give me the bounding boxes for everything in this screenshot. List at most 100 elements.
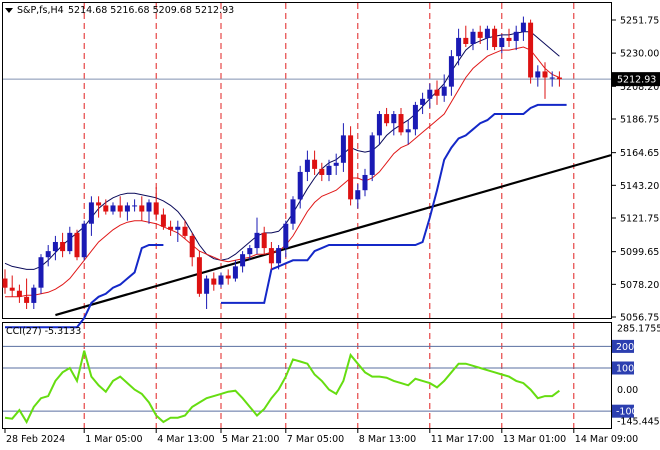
candle-body <box>88 202 94 224</box>
candle <box>412 101 418 136</box>
time-tick-label: 4 Mar 13:00 <box>157 434 214 445</box>
candle <box>146 199 152 224</box>
candle-body <box>9 287 15 291</box>
candle-body <box>506 37 512 41</box>
time-tick-label: 8 Mar 13:00 <box>359 434 416 445</box>
cci-level-badge <box>612 404 634 418</box>
candle-body <box>355 190 361 200</box>
candle <box>45 245 51 267</box>
candle <box>124 202 130 221</box>
support-line <box>5 244 164 329</box>
candle <box>513 25 519 51</box>
candle-body <box>67 232 73 252</box>
time-tick-label: 1 Mar 05:00 <box>85 434 142 445</box>
candle <box>556 71 562 87</box>
candle <box>492 25 498 51</box>
candle-body <box>463 37 469 44</box>
candle-body <box>103 205 109 212</box>
candle <box>391 111 397 136</box>
candle-body <box>132 205 138 207</box>
candle <box>132 199 138 212</box>
candle-body <box>427 89 433 99</box>
cci-tick-label: -145.4456 <box>617 417 660 428</box>
candle-body <box>297 171 303 200</box>
candle-body <box>45 251 51 258</box>
candle-body <box>247 248 253 255</box>
candle <box>96 196 102 218</box>
candle-body <box>312 159 318 169</box>
cci-tick-label: 285.1755 <box>617 324 660 335</box>
candle <box>369 132 375 182</box>
candle <box>117 196 123 218</box>
axis-layer: 5251.75 5230.00 5208.20 5186.75 5164.65 5143.… <box>4 16 660 445</box>
candle-body <box>535 71 541 78</box>
cci-panel-frame <box>2 322 612 429</box>
candle-body <box>441 86 447 96</box>
candle-body <box>211 278 217 285</box>
candle-body <box>225 275 231 279</box>
candle <box>441 74 447 102</box>
candle <box>261 226 267 255</box>
trendline <box>55 154 612 317</box>
lower_band-line <box>5 46 560 298</box>
candle-body <box>520 22 526 32</box>
candle-body <box>549 77 555 79</box>
candle <box>463 25 469 48</box>
candle-body <box>254 232 260 249</box>
upper_band-line <box>4 31 560 270</box>
candle-body <box>492 28 498 48</box>
candle-body <box>153 202 159 215</box>
price-tick-label: 5164.65 <box>620 148 659 159</box>
candle-body <box>456 37 462 57</box>
candle-body <box>283 223 289 249</box>
candle <box>218 272 224 288</box>
candle <box>398 107 404 136</box>
candle-body <box>528 22 534 78</box>
candle <box>31 284 37 310</box>
candle <box>376 111 382 145</box>
candle <box>520 16 526 41</box>
candle <box>283 220 289 258</box>
candle <box>326 159 332 182</box>
candle <box>168 220 174 236</box>
current-price-badge <box>612 72 660 87</box>
candle-body <box>376 114 382 136</box>
price-tick-label: 5186.75 <box>620 115 659 126</box>
cci-tick-label: 0.00 <box>617 385 638 396</box>
price-layer <box>2 3 612 329</box>
candle-body <box>405 129 411 133</box>
candle-body <box>139 205 145 212</box>
candle-body <box>304 159 310 172</box>
candle-body <box>326 165 332 175</box>
candle <box>362 168 368 197</box>
candle-body <box>38 257 44 288</box>
price-tick-label: 5208.20 <box>620 82 659 93</box>
candle-body <box>333 162 339 166</box>
candle-body <box>117 205 123 212</box>
candle-body <box>484 28 490 38</box>
candle-body <box>189 235 195 258</box>
candle <box>175 220 181 242</box>
candle-body <box>175 226 181 230</box>
candle <box>276 245 282 270</box>
candle <box>448 50 454 96</box>
candle <box>74 229 80 261</box>
candle <box>290 196 296 230</box>
cci-level-badge <box>612 361 634 375</box>
triangle-down-icon[interactable] <box>5 8 13 13</box>
candle-body <box>276 248 282 264</box>
candle <box>211 272 217 291</box>
candle <box>355 184 361 209</box>
candle-body <box>232 266 238 279</box>
candle <box>312 150 318 175</box>
cci-level-badge <box>612 339 634 353</box>
cci-layer <box>3 323 611 428</box>
candle-body <box>319 168 325 175</box>
candle <box>427 83 433 108</box>
candle-body <box>477 31 483 38</box>
candle <box>225 269 231 285</box>
candle-body <box>362 174 368 191</box>
candle-body <box>146 202 152 212</box>
price-tick-label: 5121.75 <box>620 214 659 225</box>
